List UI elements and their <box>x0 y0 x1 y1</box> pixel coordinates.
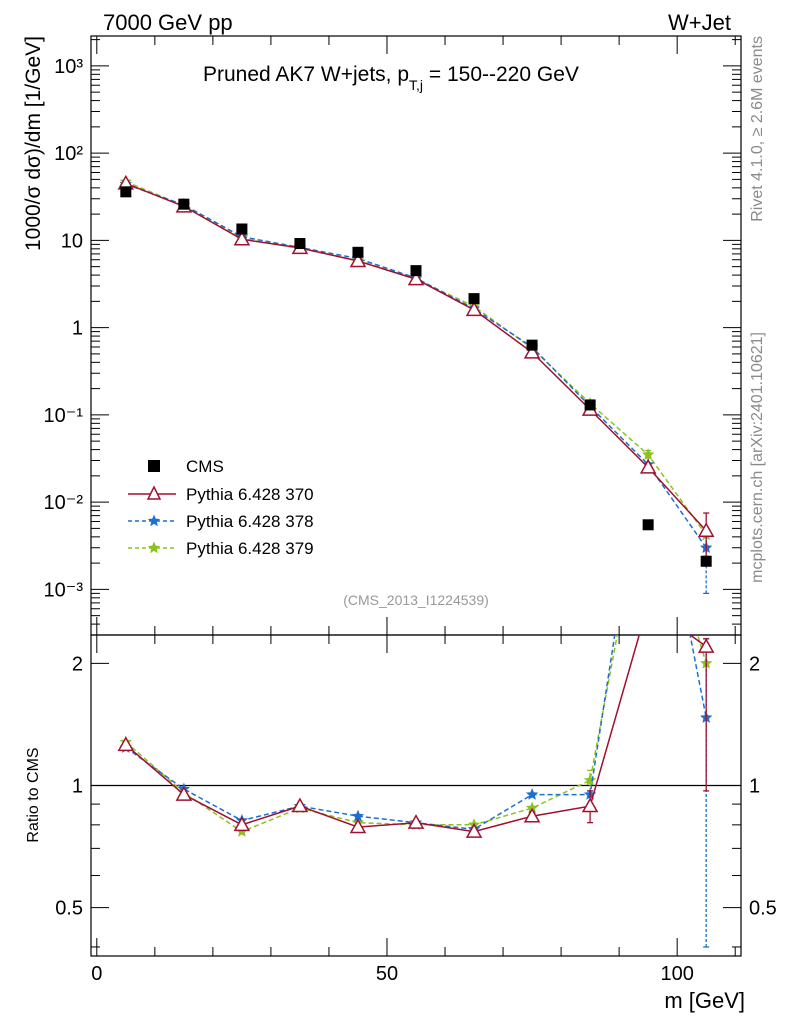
data-point <box>526 339 538 351</box>
data-point <box>410 265 422 277</box>
data-point <box>233 816 251 832</box>
bottom-panel-data <box>117 413 715 948</box>
legend-marker-370 <box>146 485 162 500</box>
x-axis-title: m [GeV] <box>664 988 745 1013</box>
header-left: 7000 GeV pp <box>103 10 233 35</box>
data-point <box>407 814 425 829</box>
series-line <box>125 635 707 831</box>
rivet-label: Rivet 4.1.0, ≥ 2.6M events <box>749 36 766 222</box>
y-tick-label-bottom: 2 <box>72 653 83 675</box>
data-point <box>697 638 715 653</box>
data-point <box>465 823 483 838</box>
data-point <box>236 223 248 235</box>
y-tick-label-bottom-right: 0.5 <box>749 898 777 920</box>
y-tick-label-top: 10 <box>61 230 83 252</box>
data-point <box>349 818 367 834</box>
data-point <box>175 786 193 801</box>
mcplots-label: mcplots.cern.ch [arXiv:2401.10621] <box>749 332 766 583</box>
x-tick-label: 50 <box>376 963 398 985</box>
data-point <box>523 343 541 359</box>
data-point <box>700 555 712 567</box>
y-tick-label-top: 1 <box>72 318 83 340</box>
data-point <box>233 230 251 246</box>
y-axis-title-top: 1000/σ dσ)/dm [1/GeV] <box>22 36 45 251</box>
data-point <box>351 809 365 822</box>
y-tick-label-bottom: 1 <box>72 776 83 798</box>
legend-marker-cms <box>148 460 160 472</box>
data-point <box>407 270 425 286</box>
plot-title: Pruned AK7 W+jets, pT,j = 150--220 GeV <box>203 63 579 93</box>
series-line <box>125 182 707 532</box>
data-point <box>639 458 657 474</box>
legend-label-379: Pythia 6.428 379 <box>186 539 314 558</box>
bottom-panel-frame <box>90 634 742 957</box>
data-point <box>642 448 655 460</box>
data-point <box>291 797 309 813</box>
series-line <box>125 181 707 536</box>
y-tick-label-top: 10³ <box>54 56 83 78</box>
analysis-label: (CMS_2013_I1224539) <box>343 592 489 608</box>
data-point <box>642 413 654 425</box>
series-line <box>125 635 707 833</box>
y-tick-label-bottom-right: 2 <box>749 653 760 675</box>
y-tick-label-bottom-right: 1 <box>749 776 760 798</box>
data-point <box>584 399 596 411</box>
data-point <box>120 186 132 198</box>
y-tick-label-top: 10⁻¹ <box>44 405 84 427</box>
legend-label-cms: CMS <box>186 457 224 476</box>
x-axis-ticks: 0 50 100 <box>91 36 736 985</box>
legend-label-370: Pythia 6.428 370 <box>186 485 314 504</box>
data-point <box>581 797 599 813</box>
data-point <box>352 246 364 258</box>
data-point <box>117 736 135 752</box>
y-tick-label-top: 10² <box>54 143 83 165</box>
header-right: W+Jet <box>668 10 731 35</box>
x-tick-label: 100 <box>660 963 693 985</box>
legend-marker-379 <box>147 541 161 554</box>
y-axis-title-bottom: Ratio to CMS <box>25 747 42 842</box>
data-point <box>525 801 539 814</box>
data-point <box>525 788 539 800</box>
bottom-axis-ticks: 0.5 0.5 1 1 2 2 <box>55 653 777 948</box>
top-axis-ticks: 10⁻³ 10⁻² 10⁻¹ 1 10 10² 10³ <box>44 39 741 636</box>
legend-marker-378 <box>147 514 161 527</box>
y-tick-label-top: 10⁻² <box>44 492 84 514</box>
data-point <box>641 597 655 610</box>
data-point <box>642 519 654 531</box>
data-point <box>523 807 541 823</box>
x-tick-label: 0 <box>91 963 102 985</box>
y-tick-label-bottom: 0.5 <box>55 898 83 920</box>
data-point <box>697 522 715 537</box>
data-point <box>465 301 483 317</box>
data-point <box>583 773 597 786</box>
legend: CMS Pythia 6.428 370 Pythia 6.428 378 Py… <box>128 457 314 558</box>
legend-label-378: Pythia 6.428 378 <box>186 512 314 531</box>
y-tick-label-top: 10⁻³ <box>44 579 84 601</box>
data-point <box>178 198 190 210</box>
data-point <box>349 252 367 268</box>
data-point <box>468 293 480 305</box>
data-point <box>294 238 306 250</box>
top-panel-data <box>117 174 715 595</box>
